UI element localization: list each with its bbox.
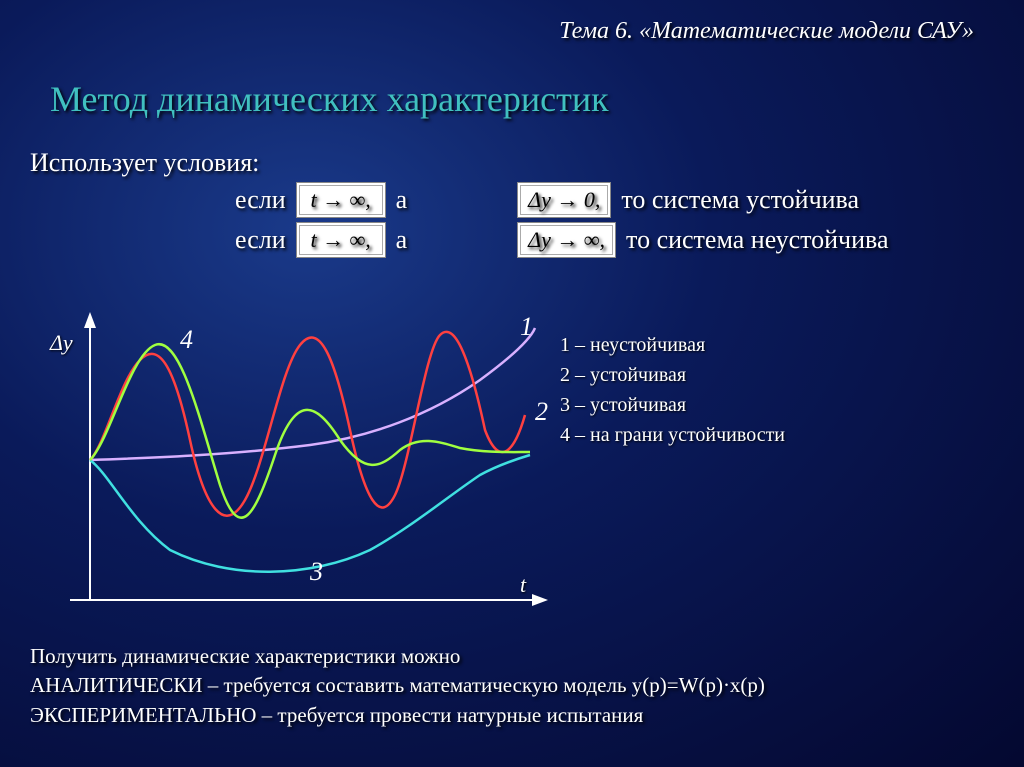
page-title: Метод динамических характеристик — [50, 78, 609, 120]
legend: 1 – неустойчивая 2 – устойчивая 3 – усто… — [560, 330, 785, 450]
curve-label-3: 3 — [309, 557, 323, 586]
conditions-block: Использует условия: если t → ∞, а Δy → 0… — [30, 148, 889, 258]
legend-item-4: 4 – на грани устойчивости — [560, 420, 785, 450]
curve-label-1: 1 — [520, 312, 533, 341]
bottom-line-3: ЭКСПЕРИМЕНТАЛЬНО – требуется провести на… — [30, 701, 765, 730]
row2-if: если — [235, 225, 286, 255]
bottom-line-1: Получить динамические характеристики мож… — [30, 642, 765, 671]
condition-row-2: если t → ∞, а Δy → ∞, то система неустой… — [30, 222, 889, 258]
row1-right: то система устойчива — [621, 185, 859, 215]
curve-label-2: 2 — [535, 397, 548, 426]
conditions-lead: Использует условия: — [30, 148, 889, 178]
curve-1 — [90, 328, 535, 460]
math-box-dy-inf: Δy → ∞, — [517, 222, 616, 258]
x-axis-arrow — [532, 594, 548, 606]
y-axis-arrow — [84, 312, 96, 328]
legend-item-3: 3 – устойчивая — [560, 390, 785, 420]
row2-right: то система неустойчива — [626, 225, 888, 255]
bottom-line-2: АНАЛИТИЧЕСКИ – требуется составить матем… — [30, 671, 765, 700]
y-axis-label: Δy — [49, 330, 73, 355]
legend-item-2: 2 – устойчивая — [560, 360, 785, 390]
math-box-t-inf-2: t → ∞, — [296, 222, 386, 258]
math-box-t-inf-1: t → ∞, — [296, 182, 386, 218]
legend-item-1: 1 – неустойчивая — [560, 330, 785, 360]
chart-svg: Δy t 1 2 3 4 — [30, 300, 550, 620]
bottom-text: Получить динамические характеристики мож… — [30, 642, 765, 730]
chart: Δy t 1 2 3 4 — [30, 300, 550, 620]
condition-row-1: если t → ∞, а Δy → 0, то система устойчи… — [30, 182, 889, 218]
curve-4 — [90, 344, 530, 518]
row1-mid: а — [396, 185, 408, 215]
row2-mid: а — [396, 225, 408, 255]
topic-label: Тема 6. «Математические модели САУ» — [559, 18, 974, 45]
curve-label-4: 4 — [180, 325, 193, 354]
row1-if: если — [235, 185, 286, 215]
x-axis-label: t — [520, 572, 527, 597]
math-box-dy-0: Δy → 0, — [517, 182, 611, 218]
curve-3 — [90, 455, 530, 572]
